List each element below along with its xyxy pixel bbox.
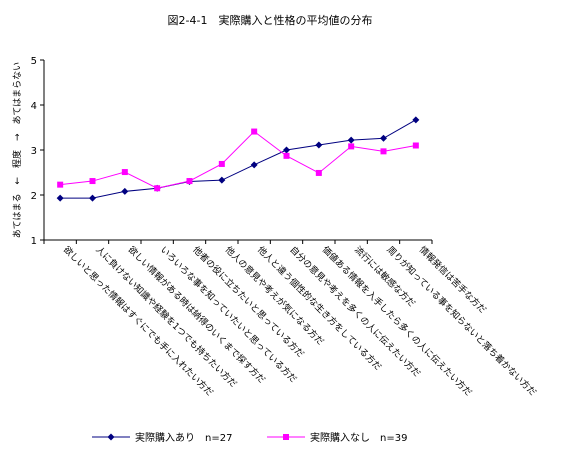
data-point <box>283 152 290 159</box>
series-1 <box>56 116 420 202</box>
data-point <box>56 194 64 202</box>
x-tick-labels: 欲しいと思った情報はすぐにでも手に入れたい方だ人に負けない知識や経験を1つでも持… <box>61 244 539 399</box>
data-point <box>154 185 161 192</box>
data-point <box>57 181 64 188</box>
chart-title: 図2-4-1 実際購入と性格の平均値の分布 <box>168 13 373 27</box>
data-point <box>283 146 290 154</box>
legend-item-2: 実際購入なし n=39 <box>267 431 407 444</box>
data-point <box>250 161 258 169</box>
series-line <box>60 119 417 199</box>
data-point <box>218 160 225 167</box>
legend-label: 実際購入あり n=27 <box>135 431 232 444</box>
series-line <box>60 130 416 189</box>
series-2 <box>57 128 419 192</box>
data-point <box>348 143 355 150</box>
data-point <box>251 128 258 135</box>
data-point <box>89 178 96 185</box>
data-point <box>347 136 355 144</box>
data-point <box>121 169 128 176</box>
legend-marker <box>283 434 289 440</box>
x-tick-label: 周りが知っている事を知らないと落ち着かない方だ <box>384 244 539 399</box>
data-point <box>315 141 323 149</box>
axes: 1 2 3 4 5 <box>31 56 433 247</box>
y-tick-label: 4 <box>31 101 37 112</box>
y-tick-label: 2 <box>31 191 37 202</box>
legend: 実際購入あり n=27 実際購入なし n=39 <box>92 431 407 444</box>
x-tick-label: 情報発信は苦手な方だ <box>417 244 489 316</box>
data-point <box>186 178 193 185</box>
y-tick-label: 1 <box>31 236 37 247</box>
y-tick-label: 5 <box>31 56 37 67</box>
x-tick-label: 価値ある情報を入手したら多くの人に伝えたい方だ <box>320 244 475 399</box>
series-layer <box>56 116 420 202</box>
y-axis-label: あてはまる ← 程度 → あてはまらない <box>11 62 23 238</box>
legend-item-1: 実際購入あり n=27 <box>92 431 232 444</box>
legend-marker <box>107 433 115 441</box>
data-point <box>315 169 322 176</box>
x-tick-label: 流行には敏感な方だ <box>352 244 418 310</box>
legend-label: 実際購入なし n=39 <box>310 431 407 444</box>
data-point <box>89 194 96 202</box>
y-tick-label: 3 <box>31 146 37 157</box>
data-point <box>380 134 387 142</box>
data-point <box>412 116 420 124</box>
x-tick-label: 欲しいと思った情報はすぐにでも手に入れたい方だ <box>61 244 216 399</box>
data-point <box>380 148 387 155</box>
data-point <box>121 187 129 195</box>
data-point <box>412 142 419 149</box>
data-point <box>218 176 226 184</box>
